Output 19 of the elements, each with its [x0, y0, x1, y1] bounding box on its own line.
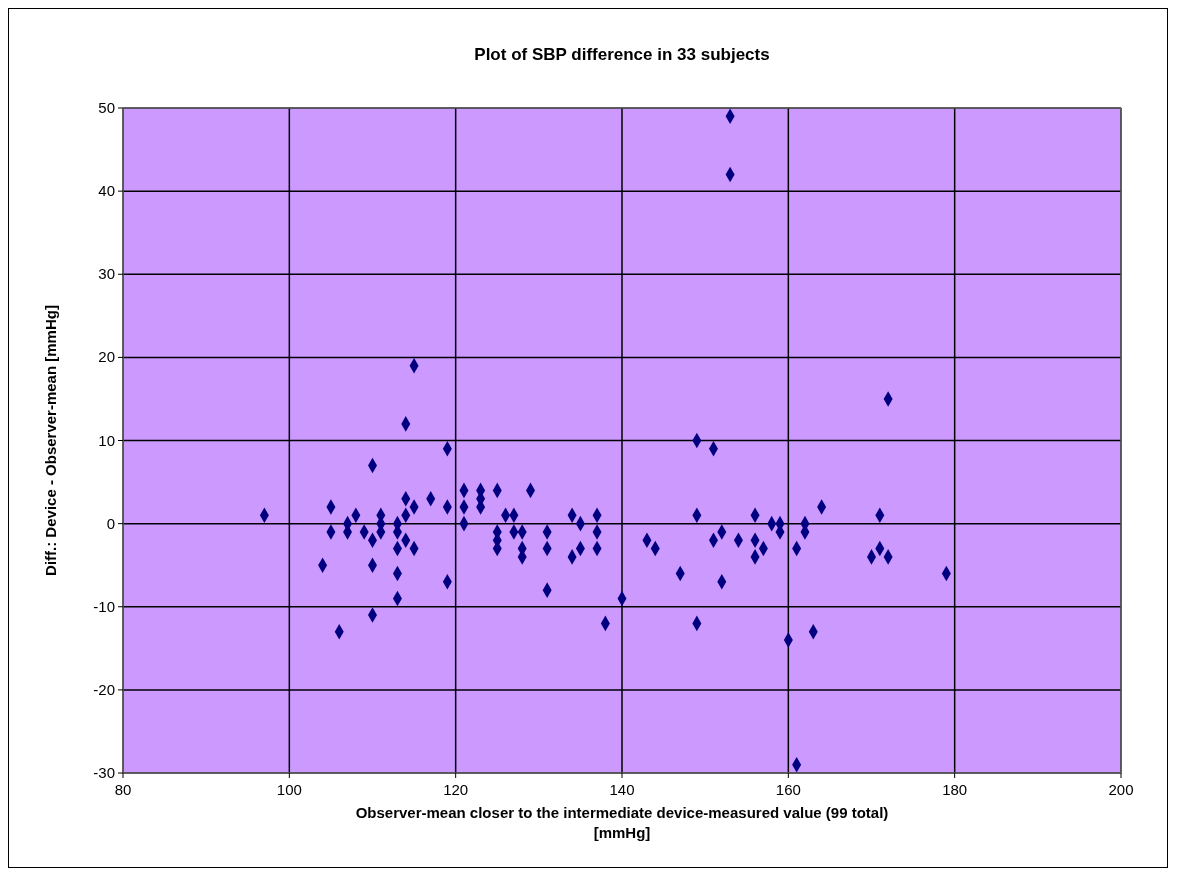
y-tick-label: 30 [98, 265, 115, 283]
y-tick-label: -10 [93, 597, 115, 615]
y-tick-label: 10 [98, 431, 115, 449]
x-tick-label: 180 [942, 781, 968, 798]
x-tick-label: 140 [609, 781, 635, 798]
y-tick-label: 40 [98, 182, 115, 200]
y-tick-label: -20 [93, 680, 115, 698]
x-tick-label: 160 [775, 781, 801, 798]
x-tick-label: 120 [443, 781, 469, 798]
y-tick-label: 0 [106, 514, 115, 532]
chart-title: Plot of SBP difference in 33 subjects [474, 45, 770, 64]
x-tick-label: 80 [114, 781, 132, 798]
y-axis-title: Diff.: Device - Observer-mean [mmHg] [42, 305, 59, 576]
x-tick-label: 100 [276, 781, 302, 798]
y-tick-label: 50 [98, 99, 115, 116]
x-axis-title: Observer-mean closer to the intermediate device-measured value (99 total) [mmHg] [355, 804, 889, 841]
y-tick-label: -30 [93, 764, 115, 781]
y-tick-label: 20 [98, 348, 115, 366]
x-tick-label: 200 [1108, 781, 1134, 798]
